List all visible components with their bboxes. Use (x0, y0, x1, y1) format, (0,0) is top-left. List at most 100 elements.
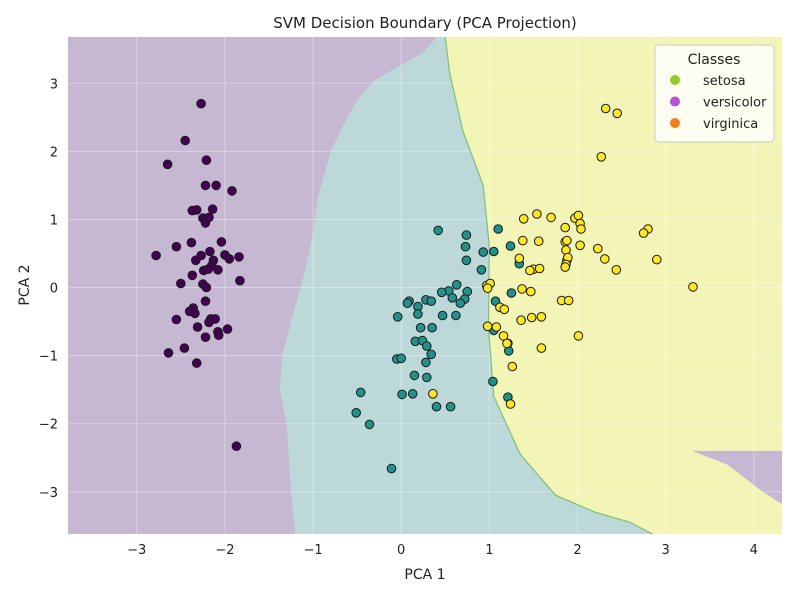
data-point-setosa (191, 205, 202, 215)
data-point-setosa (163, 348, 174, 358)
data-point-versicolor (455, 298, 466, 309)
data-points (151, 98, 698, 474)
data-point-virginica (611, 265, 622, 275)
data-point-versicolor (505, 241, 516, 251)
data-point-versicolor (433, 225, 444, 236)
x-tick-label: 3 (662, 543, 670, 558)
data-point-versicolor (407, 389, 418, 399)
data-point-setosa (184, 306, 195, 317)
data-point-setosa (235, 275, 245, 286)
data-point-virginica (536, 312, 547, 322)
data-point-virginica (573, 210, 584, 221)
data-point-virginica (563, 295, 574, 306)
data-point-versicolor (451, 310, 461, 321)
y-tick-label: 1 (50, 213, 58, 228)
data-point-versicolor (396, 353, 407, 364)
data-point-virginica (576, 224, 586, 234)
legend: Classes setosa versicolor virginica (654, 44, 775, 143)
x-tick-label: 4 (750, 543, 758, 558)
x-tick-label: −1 (303, 543, 322, 558)
data-point-virginica (516, 315, 526, 326)
data-point-virginica (507, 361, 518, 372)
data-point-setosa (171, 314, 182, 325)
data-point-virginica (573, 331, 584, 341)
data-point-virginica (600, 103, 611, 114)
legend-title: Classes (688, 52, 741, 68)
data-point-versicolor (460, 241, 471, 252)
data-point-setosa (204, 317, 214, 328)
data-point-setosa (234, 252, 244, 262)
legend-marker-setosa (670, 75, 680, 85)
data-point-versicolor (392, 312, 403, 322)
data-point-versicolor (355, 387, 366, 398)
data-point-versicolor (427, 322, 437, 333)
data-point-setosa (180, 135, 190, 146)
data-point-virginica (526, 312, 537, 323)
data-point-virginica (638, 228, 649, 238)
legend-marker-virginica (670, 118, 680, 128)
data-point-setosa (191, 255, 201, 266)
data-point-virginica (546, 212, 556, 223)
data-point-virginica (560, 262, 571, 272)
data-point-setosa (211, 180, 221, 191)
data-point-versicolor (476, 265, 487, 275)
data-point-versicolor (402, 298, 413, 309)
region-virginica (445, 37, 782, 534)
data-point-virginica (482, 321, 493, 332)
data-point-setosa (204, 212, 214, 223)
data-point-setosa (216, 237, 227, 247)
data-point-versicolor (415, 322, 426, 333)
data-point-setosa (213, 265, 223, 275)
data-point-versicolor (413, 309, 423, 319)
data-point-setosa (200, 180, 211, 191)
data-point-virginica (652, 254, 662, 265)
data-point-versicolor (421, 357, 431, 368)
data-point-setosa (200, 296, 211, 307)
data-point-virginica (482, 283, 493, 294)
data-point-versicolor (409, 370, 420, 381)
data-point-versicolor (493, 224, 504, 234)
data-point-virginica (612, 108, 623, 119)
data-point-virginica (536, 343, 547, 353)
y-axis-label: PCA 2 (17, 264, 33, 305)
data-point-setosa (205, 246, 215, 257)
data-point-virginica (499, 304, 510, 315)
data-point-virginica (532, 209, 542, 219)
data-point-virginica (517, 284, 527, 294)
data-point-versicolor (461, 255, 472, 266)
data-point-virginica (562, 235, 572, 246)
data-point-versicolor (478, 247, 489, 257)
data-point-setosa (213, 330, 224, 341)
x-tick-label: −2 (215, 543, 234, 558)
data-point-setosa (191, 358, 202, 368)
data-point-virginica (575, 240, 585, 251)
data-point-virginica (518, 235, 528, 246)
data-point-setosa (231, 441, 242, 452)
region-versicolor (279, 37, 653, 534)
data-point-versicolor (364, 419, 375, 430)
data-point-versicolor (489, 246, 499, 257)
data-point-setosa (201, 282, 212, 293)
data-point-setosa (176, 278, 186, 289)
data-point-versicolor (386, 463, 397, 474)
data-point-versicolor (431, 401, 442, 412)
y-tick-label: 2 (50, 145, 58, 160)
data-point-setosa (186, 237, 197, 248)
data-point-virginica (491, 322, 502, 332)
data-point-versicolor (506, 288, 517, 298)
data-point-versicolor (426, 296, 437, 307)
data-point-setosa (192, 322, 203, 332)
chart-title: SVM Decision Boundary (PCA Projection) (273, 14, 577, 32)
data-point-setosa (227, 186, 237, 196)
data-point-versicolor (351, 408, 362, 418)
data-point-setosa (200, 332, 211, 343)
data-point-virginica (428, 389, 438, 399)
data-point-setosa (224, 254, 235, 264)
x-tick-label: 0 (397, 543, 405, 558)
data-point-versicolor (436, 287, 447, 298)
data-point-virginica (533, 236, 544, 246)
data-point-setosa (207, 204, 218, 214)
data-point-virginica (505, 399, 516, 409)
